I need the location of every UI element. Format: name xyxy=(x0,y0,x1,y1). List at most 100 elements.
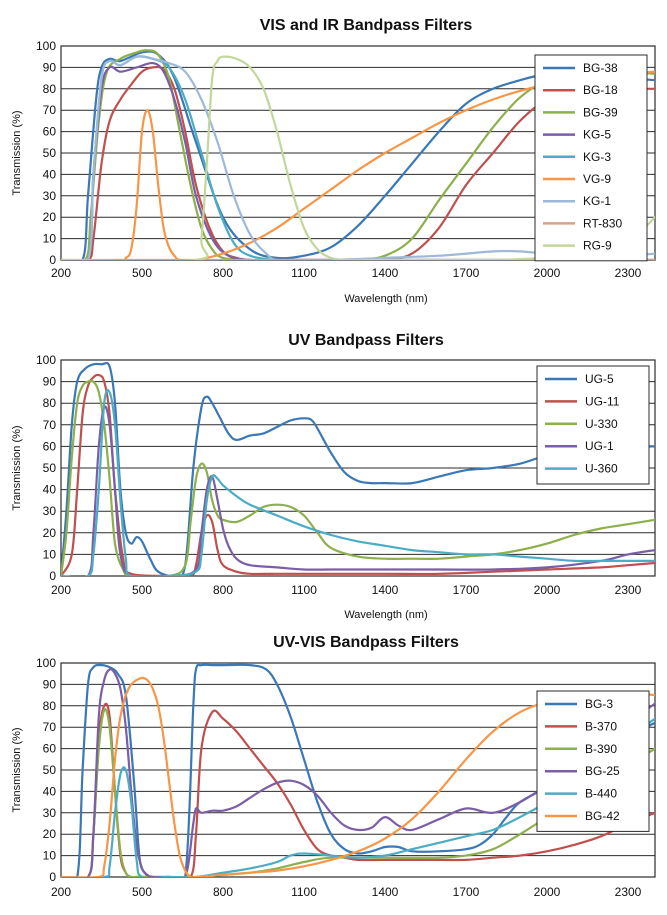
series-line-bg-25 xyxy=(61,668,655,877)
chart-title: UV-VIS Bandpass Filters xyxy=(273,634,459,651)
y-tick-label: 70 xyxy=(43,418,57,432)
y-tick-label: 50 xyxy=(43,146,57,160)
y-tick-label: 80 xyxy=(43,396,57,410)
x-tick-label: 2000 xyxy=(534,885,561,899)
chart-3: UV-VIS Bandpass Filters 0 10 20 30 40 50 60 70 80… xyxy=(11,634,656,899)
x-tick-label: 2300 xyxy=(615,266,642,280)
chart-2: UV Bandpass Filters 0 10 20 30 40 50 60 70 80 90 10… xyxy=(11,332,656,621)
y-tick-label: 60 xyxy=(43,125,57,139)
y-tick-label: 80 xyxy=(43,699,57,713)
plot-frame xyxy=(60,662,656,878)
x-tick-label: 1400 xyxy=(372,583,399,597)
y-tick-label: 10 xyxy=(43,849,57,863)
series-line-kg-5 xyxy=(61,61,655,260)
legend-label: U-360 xyxy=(585,462,618,476)
y-tick-label: 20 xyxy=(43,210,57,224)
x-tick-label: 500 xyxy=(132,266,152,280)
legend-label: RG-9 xyxy=(583,239,612,253)
legend-label: BG-25 xyxy=(585,764,620,778)
x-tick-label: 1700 xyxy=(453,583,480,597)
y-tick-label: 60 xyxy=(43,742,57,756)
x-axis-label: Wavelength (nm) xyxy=(344,609,427,621)
series-line-bg-3 xyxy=(61,663,655,877)
legend-label: BG-39 xyxy=(583,105,618,119)
y-tick-label: 50 xyxy=(43,763,57,777)
legend: UG-5 UG-11 U-330 UG-1 U-360 xyxy=(536,365,650,485)
y-tick-label: 70 xyxy=(43,720,57,734)
legend: BG-3 B-370 B-390 BG-25 B-440 BG-42 xyxy=(536,690,650,832)
y-tick-label: 0 xyxy=(49,870,56,884)
legend-label: U-330 xyxy=(585,417,618,431)
legend-label: KG-5 xyxy=(583,128,611,142)
x-tick-label: 1700 xyxy=(453,266,480,280)
y-tick-label: 20 xyxy=(43,526,57,540)
x-tick-label: 1400 xyxy=(372,266,399,280)
series-lines xyxy=(61,663,655,877)
y-tick-label: 70 xyxy=(43,103,57,117)
legend-label: BG-18 xyxy=(583,83,618,97)
series-line-ug-5 xyxy=(61,361,655,576)
legend-label: RT-830 xyxy=(583,216,622,230)
x-tick-label: 1400 xyxy=(372,885,399,899)
legend-label: B-370 xyxy=(585,719,617,733)
y-tick-label: 50 xyxy=(43,461,57,475)
series-line-u-330 xyxy=(61,379,655,576)
y-tick-label: 40 xyxy=(43,483,57,497)
y-tick-label: 30 xyxy=(43,189,57,203)
y-tick-label: 30 xyxy=(43,504,57,518)
x-tick-label: 500 xyxy=(132,583,152,597)
legend: BG-38 BG-18 BG-39 KG-5 KG-3 VG-9 KG-1 RT-830 RG-… xyxy=(534,54,648,262)
y-tick-label: 60 xyxy=(43,439,57,453)
x-tick-label: 500 xyxy=(132,885,152,899)
legend-label: BG-42 xyxy=(585,809,620,823)
series-line-kg-1 xyxy=(61,55,655,260)
y-axis-label: Transmission (%) xyxy=(11,110,23,195)
x-tick-label: 1100 xyxy=(291,583,317,597)
y-tick-label: 90 xyxy=(43,60,57,74)
series-line-b-440 xyxy=(61,717,655,877)
x-tick-label: 1100 xyxy=(291,266,317,280)
y-tick-label: 20 xyxy=(43,827,57,841)
y-tick-label: 30 xyxy=(43,806,57,820)
y-tick-label: 100 xyxy=(36,656,56,670)
y-tick-label: 90 xyxy=(43,677,57,691)
x-tick-label: 2300 xyxy=(615,583,642,597)
legend-label: VG-9 xyxy=(583,172,611,186)
legend-label: KG-1 xyxy=(583,194,611,208)
x-tick-label: 200 xyxy=(51,885,71,899)
y-tick-label: 90 xyxy=(43,375,57,389)
x-tick-label: 2300 xyxy=(615,885,642,899)
legend-label: UG-1 xyxy=(585,439,614,453)
series-line-vg-9 xyxy=(61,70,655,260)
legend-label: KG-3 xyxy=(583,150,611,164)
x-tick-label: 200 xyxy=(51,583,71,597)
chart-title: VIS and IR Bandpass Filters xyxy=(260,17,473,34)
y-tick-label: 0 xyxy=(49,569,56,583)
y-tick-label: 10 xyxy=(43,547,57,561)
y-axis-label: Transmission (%) xyxy=(11,727,23,812)
x-tick-label: 1700 xyxy=(453,885,480,899)
x-tick-label: 2000 xyxy=(534,266,561,280)
y-tick-label: 40 xyxy=(43,784,57,798)
series-line-bg-42 xyxy=(61,676,655,877)
legend-label: BG-38 xyxy=(583,61,618,75)
y-tick-label: 100 xyxy=(36,353,56,367)
legend-label: B-390 xyxy=(585,742,617,756)
y-tick-label: 80 xyxy=(43,82,57,96)
x-tick-label: 1100 xyxy=(291,885,317,899)
y-tick-label: 100 xyxy=(36,39,56,53)
legend-label: UG-5 xyxy=(585,372,614,386)
series-line-ug-1 xyxy=(61,405,655,576)
chart-1: VIS and IR Bandpass Filters 0 10 20 30 40 50 60… xyxy=(11,17,656,305)
x-tick-label: 800 xyxy=(213,266,233,280)
legend-box xyxy=(536,690,650,832)
x-axis-label: Wavelength (nm) xyxy=(344,293,427,305)
series-line-u-360 xyxy=(61,388,655,576)
x-tick-label: 800 xyxy=(213,583,233,597)
y-tick-label: 0 xyxy=(49,253,56,267)
x-tick-label: 800 xyxy=(213,885,233,899)
legend-label: UG-11 xyxy=(585,394,620,408)
y-tick-label: 40 xyxy=(43,167,57,181)
plot-frame xyxy=(60,359,656,577)
